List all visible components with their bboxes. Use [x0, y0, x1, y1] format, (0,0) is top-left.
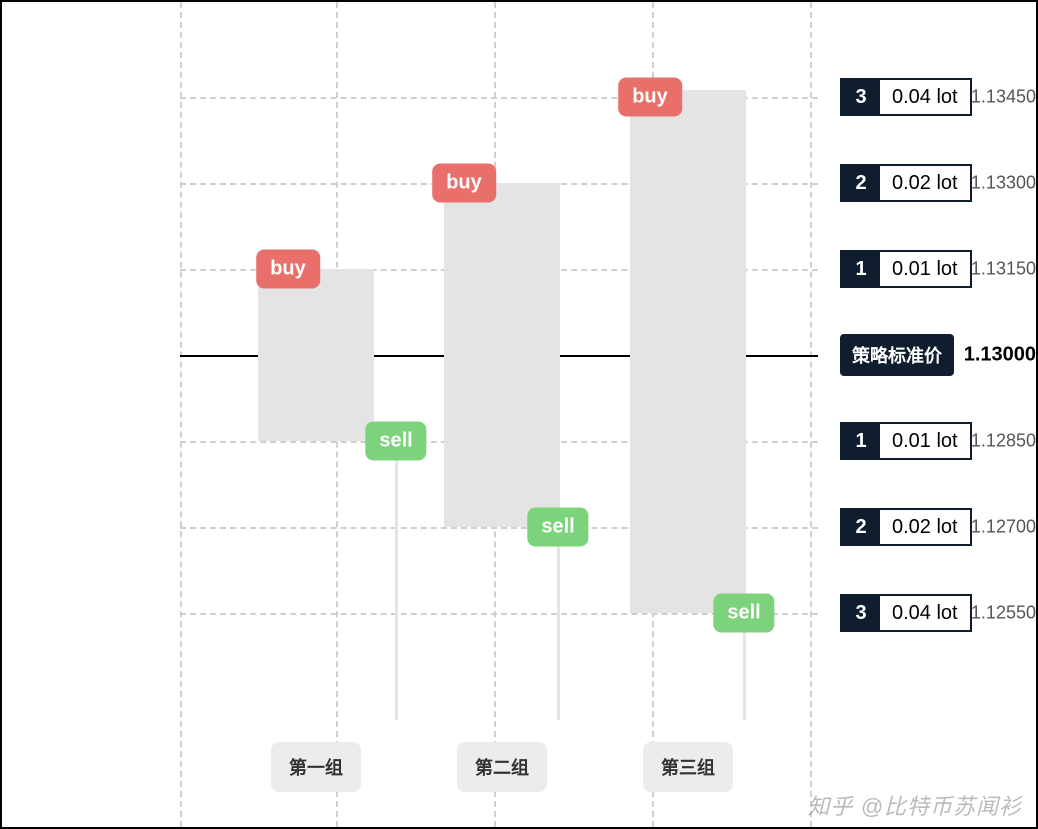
buy-tag: buy — [618, 78, 682, 117]
group-label: 第三组 — [643, 742, 733, 792]
group-label: 第二组 — [457, 742, 547, 792]
sell-tag: sell — [527, 508, 588, 547]
range-bar — [258, 269, 374, 441]
lot-level: 3 — [842, 596, 880, 630]
lot-level: 1 — [842, 252, 880, 286]
stem-line — [557, 527, 560, 720]
lot-row: 30.04 lot — [840, 594, 972, 632]
lot-row: 10.01 lot — [840, 422, 972, 460]
lot-level: 2 — [842, 510, 880, 544]
buy-tag: buy — [432, 164, 496, 203]
lot-value: 0.01 lot — [880, 424, 970, 458]
stem-line — [395, 441, 398, 720]
lot-row: 20.02 lot — [840, 508, 972, 546]
sell-tag: sell — [365, 422, 426, 461]
lot-level: 3 — [842, 80, 880, 114]
vgrid-line — [810, 2, 812, 827]
lot-level: 1 — [842, 424, 880, 458]
lot-value: 0.04 lot — [880, 80, 970, 114]
lot-value: 0.04 lot — [880, 596, 970, 630]
lot-row: 20.02 lot — [840, 164, 972, 202]
vgrid-line — [180, 2, 182, 827]
lot-row: 10.01 lot — [840, 250, 972, 288]
lot-value: 0.01 lot — [880, 252, 970, 286]
strategy-price-label: 策略标准价 — [840, 334, 954, 376]
lot-value: 0.02 lot — [880, 166, 970, 200]
chart-frame: 1.134501.133001.131501.130001.128501.127… — [0, 0, 1038, 829]
lot-level: 2 — [842, 166, 880, 200]
lot-value: 0.02 lot — [880, 510, 970, 544]
watermark: 知乎 @比特币苏闻衫 — [808, 789, 1022, 821]
lot-row: 30.04 lot — [840, 78, 972, 116]
buy-tag: buy — [256, 250, 320, 289]
group-label: 第一组 — [271, 742, 361, 792]
range-bar — [444, 183, 560, 527]
range-bar — [630, 90, 746, 613]
sell-tag: sell — [713, 594, 774, 633]
